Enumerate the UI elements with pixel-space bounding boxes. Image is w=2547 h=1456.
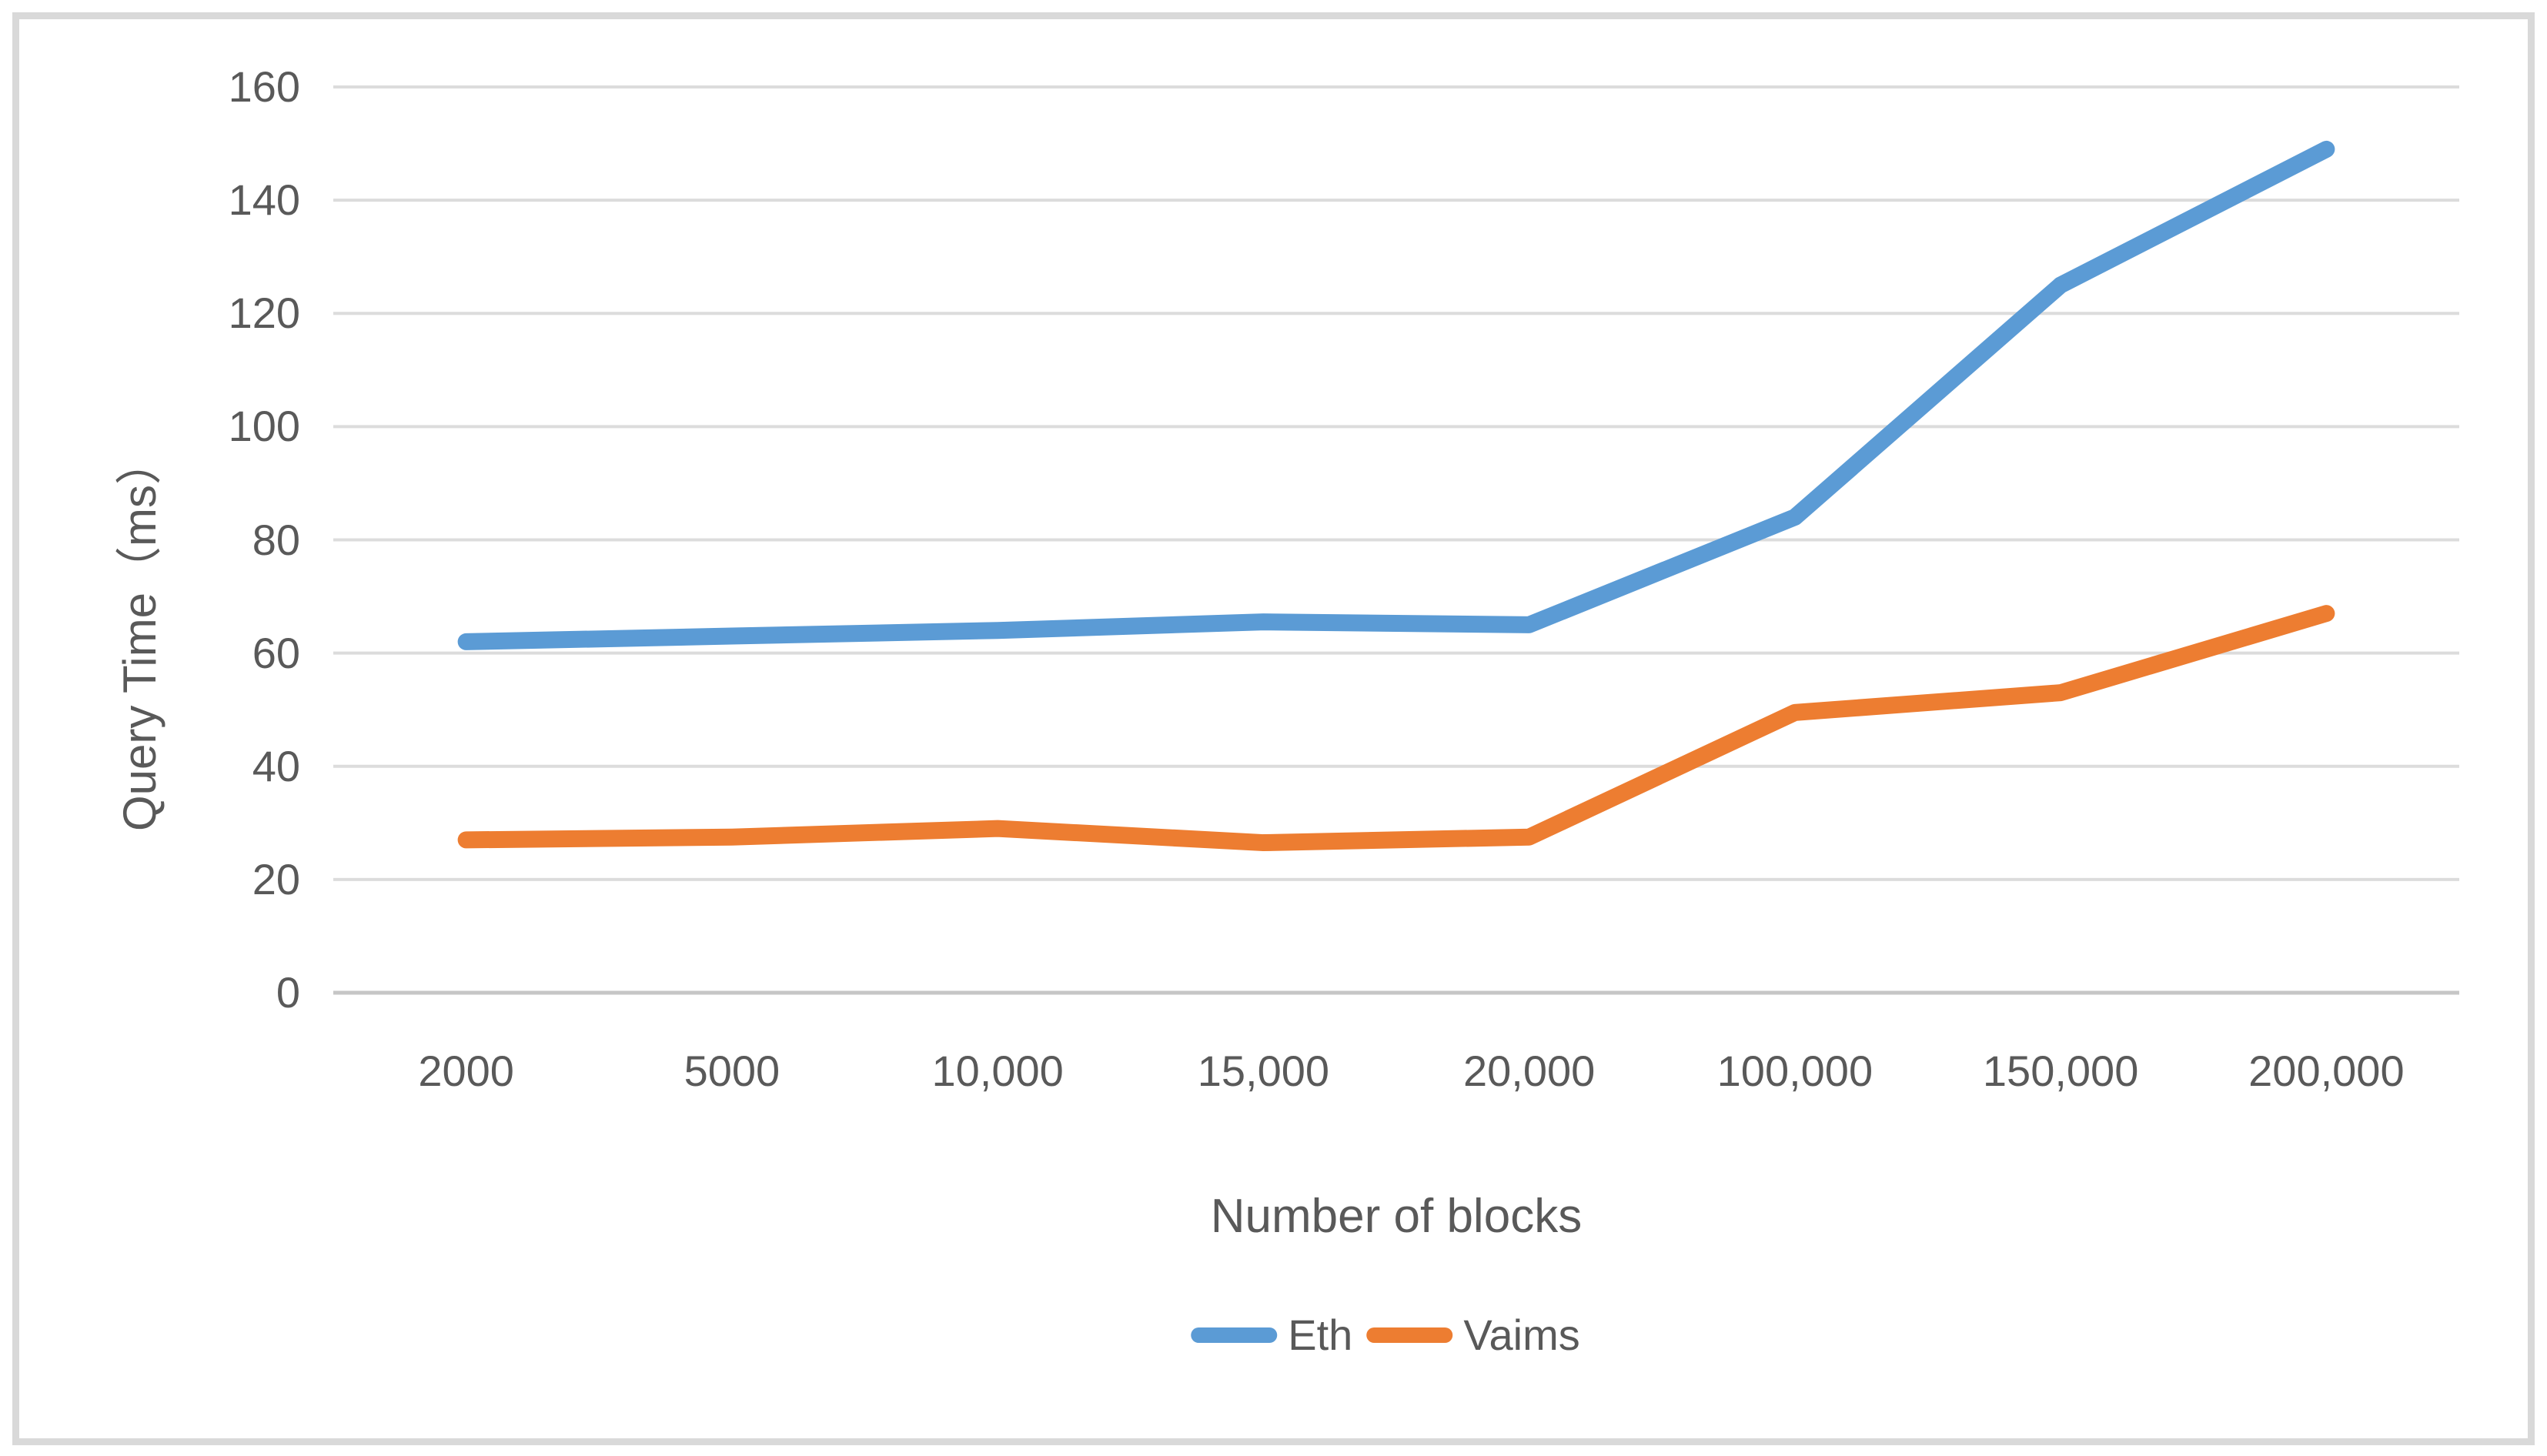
legend-item-eth: Eth <box>1191 1310 1352 1360</box>
series-line-eth <box>457 140 2335 650</box>
y-tick-label: 100 <box>228 402 300 451</box>
y-tick-label: 80 <box>252 515 300 564</box>
y-axis-title: Query Time（ms） <box>114 438 165 832</box>
y-tick-label: 60 <box>252 628 300 677</box>
y-tick-label: 160 <box>228 62 300 111</box>
legend-label: Eth <box>1288 1311 1353 1359</box>
legend-swatch-vaims <box>1366 1327 1453 1343</box>
x-tick-label: 10,000 <box>931 1047 1064 1095</box>
y-tick-label: 40 <box>252 741 300 790</box>
x-tick-label: 100,000 <box>1716 1047 1873 1095</box>
y-tick-label: 140 <box>228 175 300 225</box>
x-tick-label: 2000 <box>418 1047 514 1095</box>
x-tick-label: 200,000 <box>2248 1047 2405 1095</box>
x-axis-title: Number of blocks <box>1210 1190 1583 1243</box>
x-tick-label: 20,000 <box>1462 1047 1596 1095</box>
legend: Eth Vaims <box>1191 1310 1580 1360</box>
y-tick-label: 120 <box>228 289 300 338</box>
x-tick-label: 15,000 <box>1197 1047 1330 1095</box>
y-tick-label: 0 <box>276 968 300 1017</box>
legend-swatch-eth <box>1191 1327 1278 1343</box>
legend-item-vaims: Vaims <box>1366 1310 1580 1360</box>
y-tick-label: 20 <box>252 854 300 903</box>
x-tick-label: 150,000 <box>1982 1047 2139 1095</box>
legend-label: Vaims <box>1463 1311 1580 1359</box>
series-line-vaims <box>457 605 2335 852</box>
x-tick-label: 5000 <box>684 1047 780 1095</box>
